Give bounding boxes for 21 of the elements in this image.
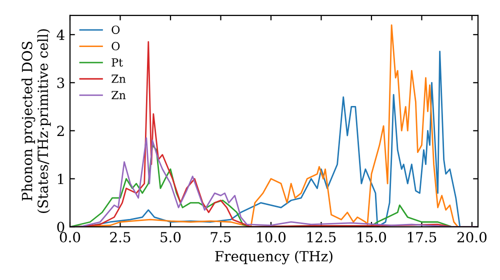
x-axis-title: Frequency (THz) (215, 250, 332, 264)
x-tick-label: 0.0 (60, 232, 80, 242)
legend-label: Pt (112, 58, 123, 67)
y-tick-label: 2 (57, 126, 64, 136)
x-tick-label: 12.5 (307, 232, 336, 242)
x-tick-label: 5.0 (160, 232, 181, 242)
legend-label: Zn (112, 90, 126, 100)
y-tick-label: 3 (57, 78, 64, 88)
legend-label: O (112, 26, 120, 34)
legend-label: O (112, 42, 120, 50)
x-tick-label: 2.5 (110, 232, 130, 242)
x-tick-label: 20.0 (457, 232, 487, 242)
x-tick-label: 15.0 (358, 232, 386, 242)
x-tick-label: 7.5 (210, 232, 231, 242)
y-tick-label: 4 (56, 30, 64, 40)
y-tick-label: 1 (58, 174, 64, 184)
legend-label: Zn (112, 74, 126, 83)
y-axis-title: Phonon projected DOS (States/THz·primitive cell) (22, 29, 51, 213)
x-tick-label: 10.0 (257, 232, 286, 242)
y-tick-label: 0 (57, 222, 64, 232)
x-tick-label: 17.5 (408, 232, 436, 242)
